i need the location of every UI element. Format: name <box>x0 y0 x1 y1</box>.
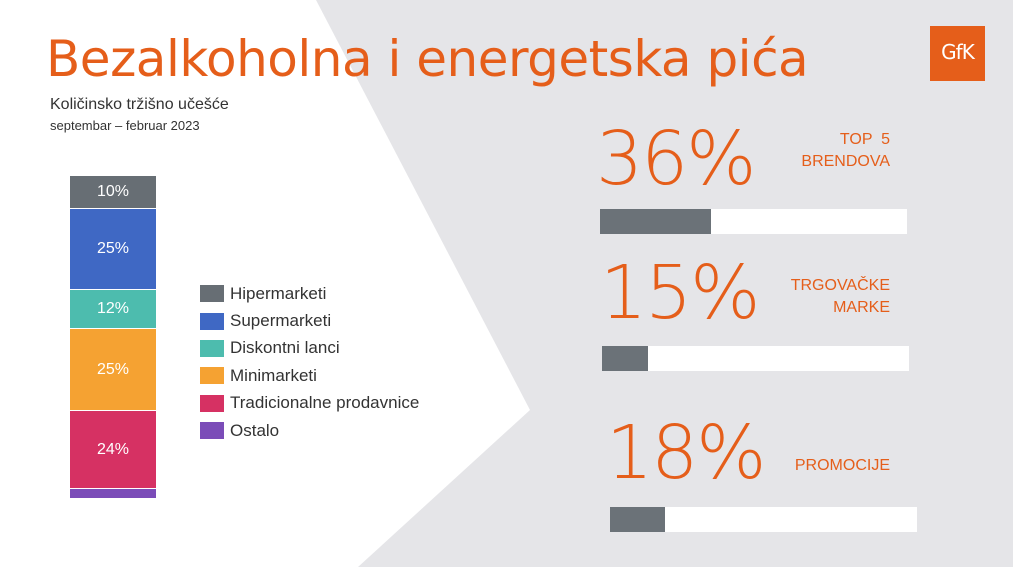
kpi-value: 36% <box>596 116 756 202</box>
legend-item: Supermarketi <box>200 307 419 334</box>
chart-legend: Hipermarketi Supermarketi Diskontni lanci M… <box>200 280 419 444</box>
legend-item: Tradicionalne prodavnice <box>200 390 419 417</box>
legend-swatch <box>200 394 224 412</box>
legend-label: Tradicionalne prodavnice <box>230 393 420 413</box>
legend-item: Minimarketi <box>200 362 419 389</box>
legend-label: Supermarketi <box>230 311 332 331</box>
bar-segment-3: 25% <box>70 329 156 410</box>
kpi-progress-fill <box>602 346 649 371</box>
kpi-progress-fill <box>610 507 666 532</box>
kpi-label: TOP 5 BRENDOVA <box>730 129 890 173</box>
legend-swatch <box>200 339 224 357</box>
chart-subtitle: Količinsko tržišno učešće <box>50 96 229 113</box>
legend-swatch <box>200 367 224 385</box>
legend-item: Ostalo <box>200 417 419 444</box>
kpi-progress-track <box>600 209 907 234</box>
bar-segment-label: 12% <box>96 300 130 318</box>
bar-segment-4: 24% <box>70 410 156 489</box>
bar-segment-5 <box>70 489 156 498</box>
bar-segment-0: 10% <box>70 176 156 208</box>
legend-label: Diskontni lanci <box>230 338 340 358</box>
bar-segment-label: 24% <box>96 440 130 458</box>
bar-segment-label: 10% <box>96 182 130 200</box>
legend-label: Ostalo <box>230 420 280 440</box>
kpi-label: PROMOCIJE <box>730 455 890 477</box>
legend-item: Hipermarketi <box>200 280 419 307</box>
legend-label: Hipermarketi <box>230 283 327 303</box>
kpi-label-line: BRENDOVA <box>801 153 890 170</box>
bar-segment-label: 25% <box>96 239 130 257</box>
legend-item: Diskontni lanci <box>200 335 419 362</box>
page-title: Bezalkoholna i energetska pića <box>46 30 809 88</box>
kpi-label-line: PROMOCIJE <box>794 457 890 474</box>
kpi-progress-track <box>610 507 917 532</box>
kpi-value: 15% <box>600 250 760 336</box>
kpi-label-line: TRGOVAČKE <box>790 277 890 294</box>
logo-text: GfK <box>941 40 975 64</box>
kpi-label-line: MARKE <box>833 299 890 316</box>
stacked-bar: 10% 25% 12% 25% 24% <box>70 176 156 499</box>
bar-segment-2: 12% <box>70 290 156 329</box>
chart-period: septembar – februar 2023 <box>50 118 200 133</box>
kpi-progress-track <box>602 346 909 371</box>
legend-swatch <box>200 312 224 330</box>
kpi-progress-fill <box>600 209 711 234</box>
kpi-label: TRGOVAČKE MARKE <box>730 275 890 319</box>
legend-label: Minimarketi <box>230 365 317 385</box>
gfk-logo: GfK <box>930 26 985 81</box>
kpi-value: 18% <box>606 410 766 496</box>
bar-segment-label: 25% <box>96 360 130 378</box>
legend-swatch <box>200 285 224 303</box>
bar-segment-1: 25% <box>70 208 156 290</box>
legend-swatch <box>200 422 224 440</box>
kpi-label-line: TOP 5 <box>839 131 890 148</box>
